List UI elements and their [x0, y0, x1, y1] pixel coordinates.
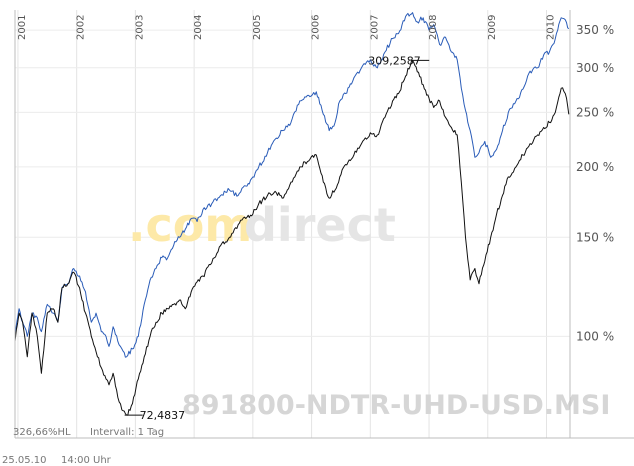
annotation-low: 72,4837	[140, 409, 186, 422]
watermark-com: .com	[128, 198, 252, 252]
x-tick-labels: 2001 2002 2003 2004 2005 2006 2007 2008 2009 2010	[17, 15, 557, 40]
y-tick-300: 300 %	[576, 61, 614, 75]
footer-range: 326,66%HL	[13, 427, 71, 438]
y-tick-150: 150 %	[576, 230, 614, 244]
plot-frame	[14, 10, 634, 439]
y-tick-350: 350 %	[576, 23, 614, 37]
watermark: .com direct	[128, 198, 396, 252]
x-tick-2005: 2005	[252, 15, 263, 40]
series-line-1	[14, 59, 570, 416]
y-tick-200: 200 %	[576, 160, 614, 174]
watermark-direct: direct	[244, 198, 396, 252]
series-layer	[14, 12, 570, 416]
footer-interval: Intervall: 1 Tag	[90, 427, 164, 438]
x-tick-2006: 2006	[311, 15, 322, 40]
y-tick-labels: 100 % 150 % 200 % 250 % 300 % 350 %	[576, 23, 614, 343]
y-tick-100: 100 %	[576, 329, 614, 343]
x-tick-2003: 2003	[134, 15, 145, 40]
x-tick-2001: 2001	[17, 15, 28, 40]
x-tick-2008: 2008	[428, 15, 439, 40]
y-tick-250: 250 %	[576, 105, 614, 119]
x-tick-2002: 2002	[76, 15, 87, 40]
annotation-high: 309,2587	[368, 54, 421, 67]
vertical-gridlines	[17, 10, 548, 438]
x-tick-2009: 2009	[487, 15, 498, 40]
x-tick-2004: 2004	[193, 15, 204, 40]
instrument-symbol: 891800-NDTR-UHD-USD.MSI	[182, 390, 610, 421]
series-line-0	[14, 12, 570, 358]
annotation-layer: 309,2587 72,4837	[124, 54, 430, 422]
x-tick-2007: 2007	[369, 15, 380, 40]
horizontal-gridlines	[15, 29, 570, 337]
timestamp-time: 14:00 Uhr	[61, 455, 112, 466]
timestamp-date: 25.05.10	[2, 455, 47, 466]
x-tick-2010: 2010	[546, 15, 557, 40]
